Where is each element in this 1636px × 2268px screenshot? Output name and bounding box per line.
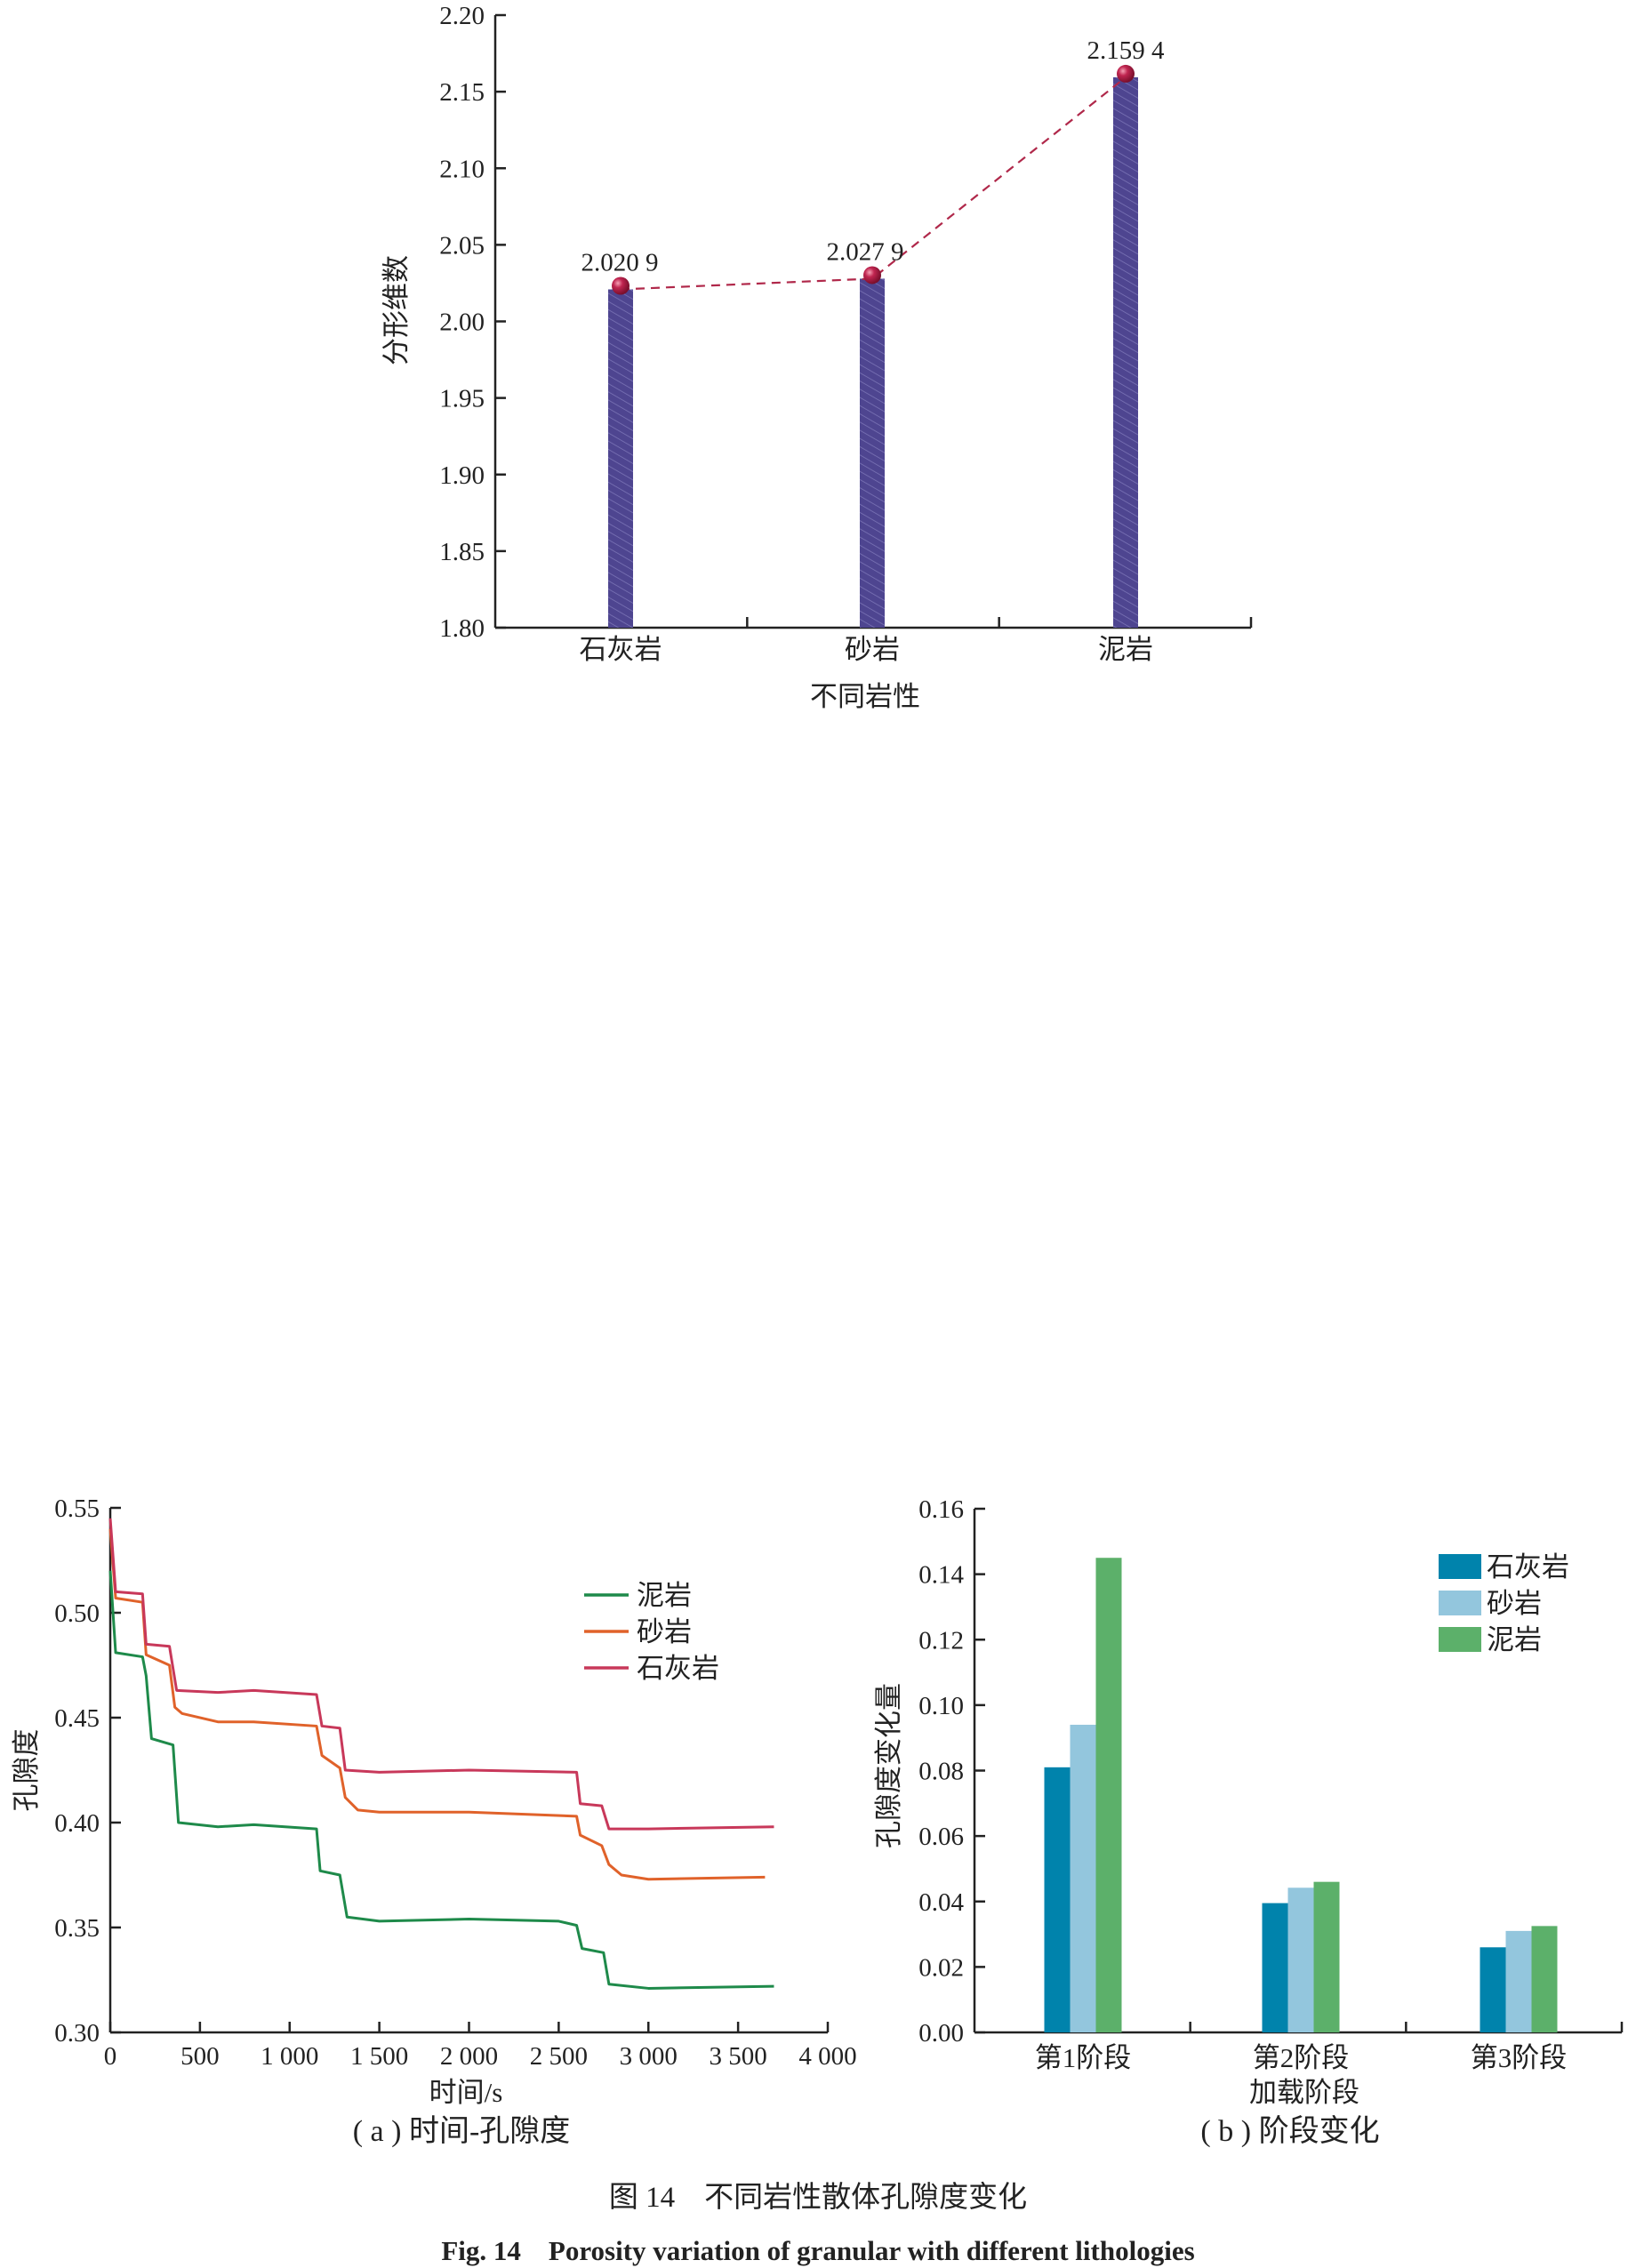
y-axis-title: 孔隙度 (11, 1729, 42, 1812)
y-tick-label: 0.04 (918, 1888, 964, 1917)
bar-0-2 (1095, 1558, 1122, 2032)
x-axis-title: 不同岩性 (810, 681, 920, 712)
data-label: 2.020 9 (581, 248, 659, 276)
y-tick-label: 1.85 (439, 538, 485, 566)
x-tick-label: 1 500 (350, 2042, 408, 2071)
x-axis-title: 加载阶段 (1249, 2077, 1359, 2108)
legend-label: 石灰岩 (637, 1653, 719, 1684)
y-tick-label: 2.10 (439, 155, 485, 183)
legend-label: 泥岩 (1487, 1624, 1542, 1655)
data-label: 2.159 4 (1087, 36, 1166, 65)
y-tick-label: 1.90 (439, 461, 485, 490)
x-tick-label: 2 000 (440, 2042, 498, 2071)
x-tick-label: 3 500 (710, 2042, 767, 2071)
y-tick-label: 0.12 (918, 1626, 964, 1655)
y-tick-label: 0.45 (54, 1704, 100, 1733)
series-line-1 (108, 1528, 766, 1881)
y-tick-label: 0.16 (918, 1495, 964, 1524)
figure-caption-cn: 图 14 不同岩性散体孔隙度变化 (608, 2182, 1028, 2214)
x-tick-label: 0 (104, 2042, 117, 2071)
bar-0-0 (1044, 1767, 1071, 2032)
y-tick-label: 0.55 (54, 1495, 100, 1523)
y-axis-title: 分形维数 (381, 255, 412, 365)
x-tick-label: 石灰岩 (580, 634, 662, 665)
data-label: 2.027 9 (827, 237, 904, 266)
legend-swatch (1439, 1591, 1481, 1615)
bar-0 (608, 289, 633, 628)
y-tick-label: 1.80 (439, 614, 485, 643)
y-tick-label: 0.50 (54, 1599, 100, 1628)
y-tick-label: 0.00 (918, 2019, 964, 2048)
subfigure-caption: ( b ) 阶段变化 (1200, 2114, 1379, 2148)
x-tick-label: 3 000 (620, 2042, 678, 2071)
bar-1-2 (1313, 1881, 1340, 2032)
x-tick-label: 砂岩 (845, 634, 900, 665)
trend-line (620, 76, 1127, 291)
legend-swatch (1439, 1554, 1481, 1579)
bar-0-1 (1070, 1724, 1096, 2032)
bar-2 (1113, 76, 1138, 629)
fractal-dimension-chart: 1.80 1.85 1.90 1.95 2.00 2.05 2.10 2.15 2.20 石灰岩 砂… (381, 2, 1253, 712)
x-tick-label: 2 500 (530, 2042, 588, 2071)
legend-swatch (1439, 1627, 1481, 1652)
bar-2-0 (1480, 1947, 1506, 2032)
y-tick-label: 0.35 (54, 1914, 100, 1943)
porosity-time-chart: 0.30 0.35 0.40 0.45 0.50 0.55 0 500 1 000 1 500 2 … (11, 1495, 857, 2148)
x-tick-label: 500 (180, 2042, 220, 2071)
bar-2-2 (1531, 1926, 1558, 2032)
subfigure-caption: ( a ) 时间-孔隙度 (353, 2114, 571, 2148)
y-tick-label: 2.05 (439, 231, 485, 260)
series-line-2 (108, 1518, 774, 1831)
y-tick-label: 0.14 (918, 1561, 964, 1590)
bar-1 (860, 278, 885, 628)
x-tick-label: 第1阶段 (1035, 2042, 1132, 2073)
x-tick-label: 第3阶段 (1471, 2042, 1568, 2073)
bar-1-1 (1287, 1887, 1314, 2032)
x-tick-label: 1 000 (261, 2042, 318, 2071)
y-tick-label: 1.95 (439, 385, 485, 413)
y-tick-label: 2.00 (439, 309, 485, 337)
x-axis-title: 时间/s (429, 2077, 503, 2108)
x-tick-label: 4 000 (798, 2042, 856, 2071)
y-tick-label: 2.20 (439, 2, 485, 30)
y-tick-label: 0.02 (918, 1953, 964, 1982)
y-tick-label: 2.15 (439, 78, 485, 107)
y-tick-label: 0.06 (918, 1823, 964, 1851)
bar-2-1 (1505, 1930, 1532, 2032)
porosity-change-chart: 0.00 0.02 0.04 0.06 0.08 0.10 0.12 0.14 0.16 第1阶段… (873, 1495, 1624, 2148)
series-line-0 (108, 1570, 774, 1990)
legend-label: 砂岩 (637, 1616, 692, 1647)
y-axis-title: 孔隙度变化量 (873, 1683, 904, 1848)
data-point-marker (612, 276, 630, 295)
data-point-marker (1117, 64, 1135, 83)
legend-label: 石灰岩 (1487, 1551, 1569, 1583)
y-tick-label: 0.30 (54, 2019, 100, 2048)
y-tick-label: 0.10 (918, 1692, 964, 1720)
legend-label: 泥岩 (637, 1580, 692, 1611)
data-point-marker (863, 266, 881, 285)
legend-label: 砂岩 (1487, 1588, 1542, 1619)
bar-1-0 (1262, 1903, 1288, 2032)
figure-caption-en: Fig. 14 Porosity variation of granular w… (441, 2235, 1195, 2266)
x-tick-label: 泥岩 (1098, 634, 1153, 665)
y-tick-label: 0.40 (54, 1809, 100, 1838)
y-tick-label: 0.08 (918, 1758, 964, 1786)
x-tick-label: 第2阶段 (1253, 2042, 1350, 2073)
